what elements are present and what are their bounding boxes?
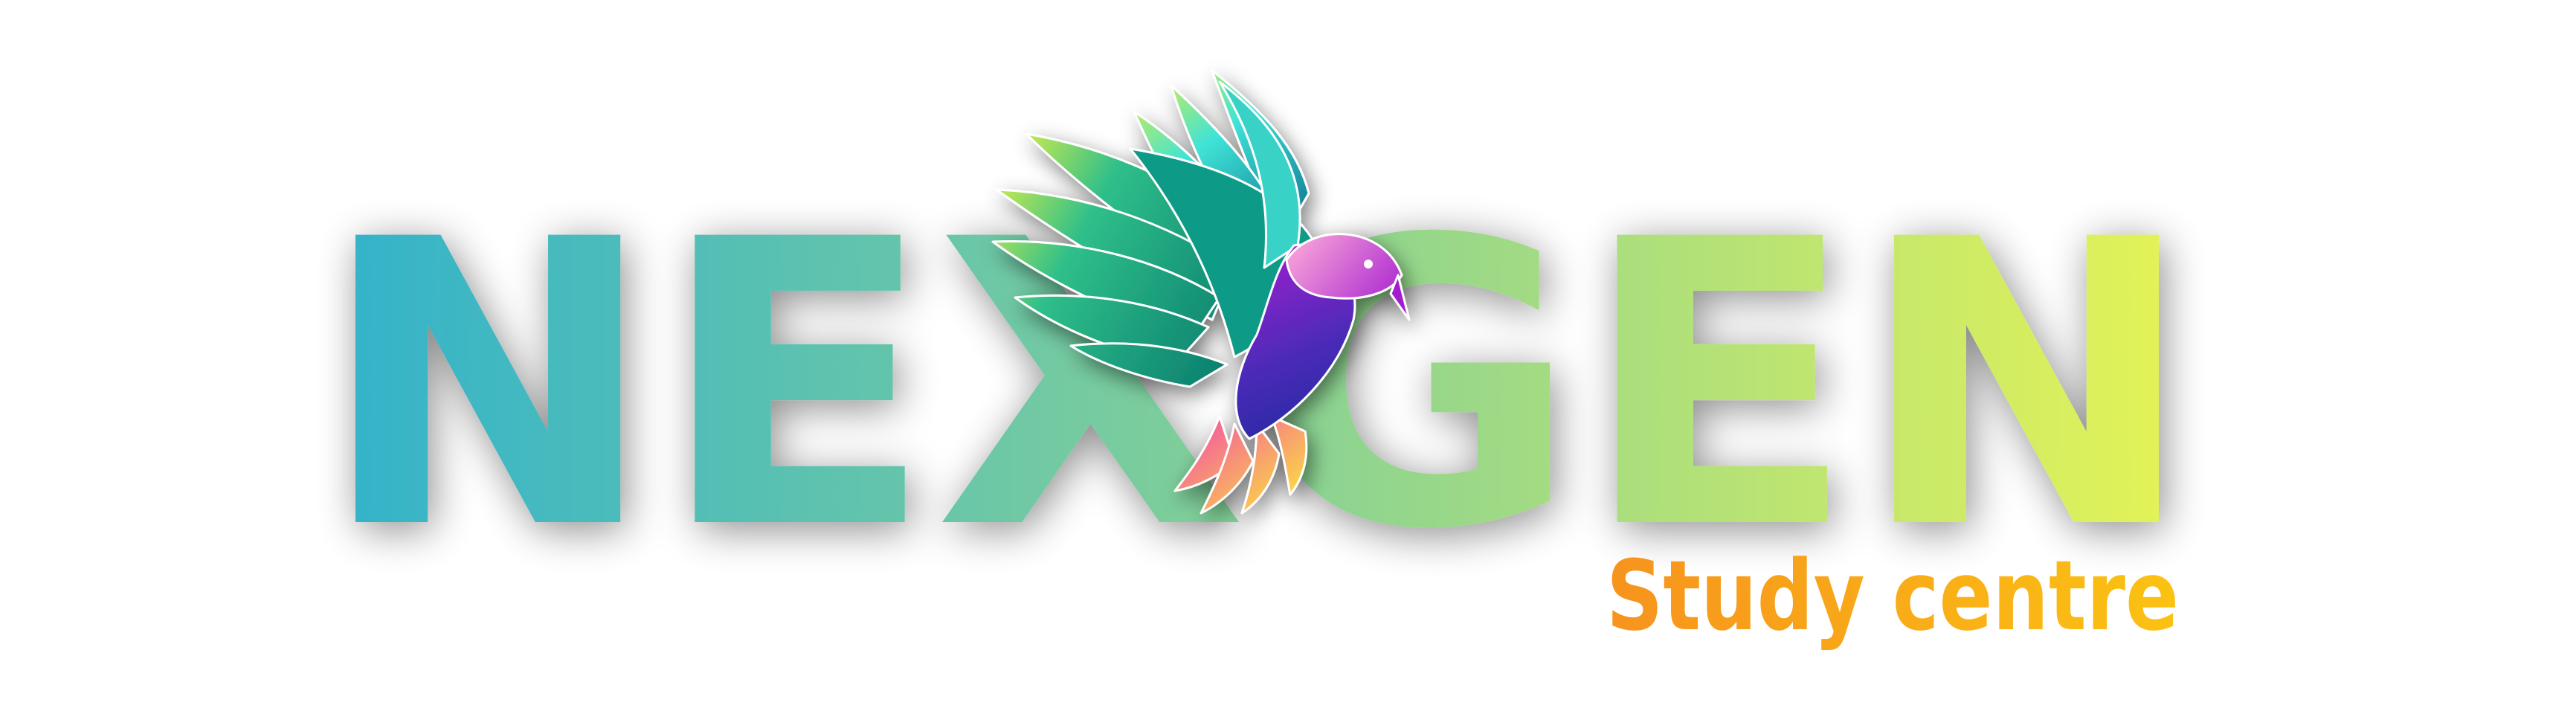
tagline-study-centre: Study centre: [1606, 539, 2179, 652]
hummingbird-icon: [991, 69, 1411, 515]
